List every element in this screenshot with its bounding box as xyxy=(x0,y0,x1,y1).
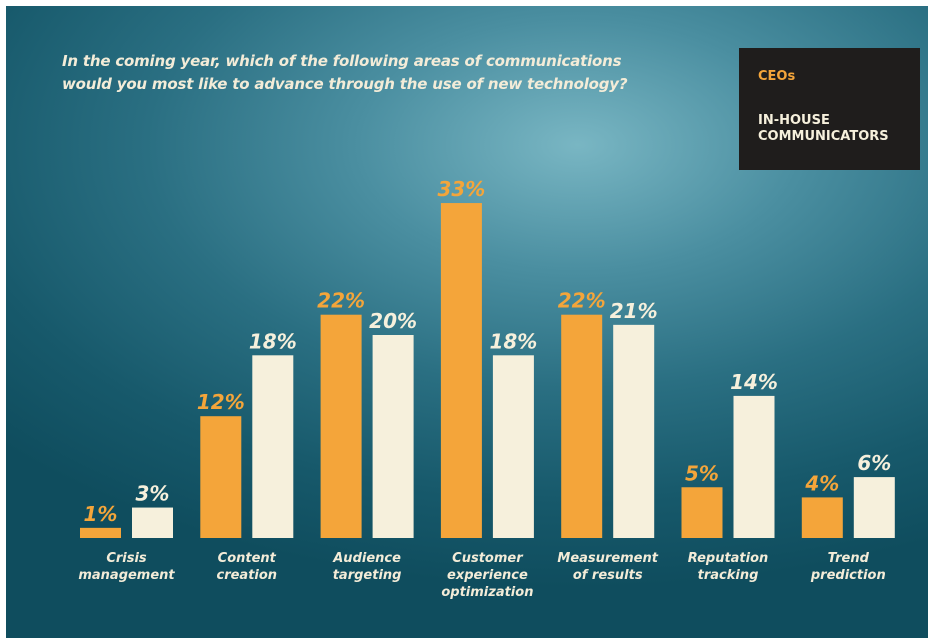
ceo-bar-5 xyxy=(681,487,723,538)
in-house-value-label-1: 18% xyxy=(249,329,297,353)
in-house-bar-1 xyxy=(252,355,294,538)
in-house-bar-4 xyxy=(613,324,655,538)
in-house-value-label-0: 3% xyxy=(136,482,170,506)
in-house-value-label-2: 20% xyxy=(369,309,417,333)
ceo-value-label-2: 22% xyxy=(317,289,365,313)
in-house-value-label-4: 21% xyxy=(610,299,658,323)
ceo-bar-1 xyxy=(200,416,242,538)
ceo-bar-6 xyxy=(801,497,843,538)
category-label-5: Reputation tracking xyxy=(688,551,769,583)
legend-item-ceos: CEOs xyxy=(758,69,796,84)
in-house-value-label-5: 14% xyxy=(730,370,778,394)
in-house-bar-3 xyxy=(492,355,534,538)
ceo-bar-4 xyxy=(561,314,603,538)
ceo-value-label-6: 4% xyxy=(804,471,839,495)
ceo-bar-0 xyxy=(80,527,121,538)
bar-chart: 1% 3% Crisis management 12% 18% Content creatio… xyxy=(78,177,895,600)
ceo-value-label-0: 1% xyxy=(84,502,118,526)
category-label-6: Trend prediction xyxy=(810,551,886,583)
in-house-bar-2 xyxy=(372,335,414,538)
ceo-value-label-3: 33% xyxy=(437,177,485,201)
ceo-value-label-4: 22% xyxy=(558,289,606,313)
ceo-value-label-5: 5% xyxy=(685,461,719,485)
in-house-value-label-3: 18% xyxy=(489,329,537,353)
in-house-value-label-6: 6% xyxy=(857,451,891,475)
category-label-1: Content creation xyxy=(217,551,278,583)
chart-panel: In the coming year, which of the followi… xyxy=(6,6,928,638)
in-house-bar-0 xyxy=(132,507,173,538)
legend-item-in-house-communicators: IN-HOUSE COMMUNICATORS xyxy=(758,113,889,144)
category-label-4: Measurement of results xyxy=(557,551,658,583)
legend: CEOs IN-HOUSE COMMUNICATORS xyxy=(739,48,920,170)
in-house-bar-5 xyxy=(733,395,775,538)
ceo-bar-2 xyxy=(320,314,362,538)
in-house-bar-6 xyxy=(853,477,895,538)
category-label-3: Customer experience optimization xyxy=(441,551,533,600)
category-label-0: Crisis management xyxy=(78,551,175,583)
category-label-2: Audience targeting xyxy=(332,551,401,583)
chart-title: In the coming year, which of the followi… xyxy=(62,52,628,93)
ceo-value-label-1: 12% xyxy=(197,390,245,414)
ceo-bar-3 xyxy=(440,203,482,539)
